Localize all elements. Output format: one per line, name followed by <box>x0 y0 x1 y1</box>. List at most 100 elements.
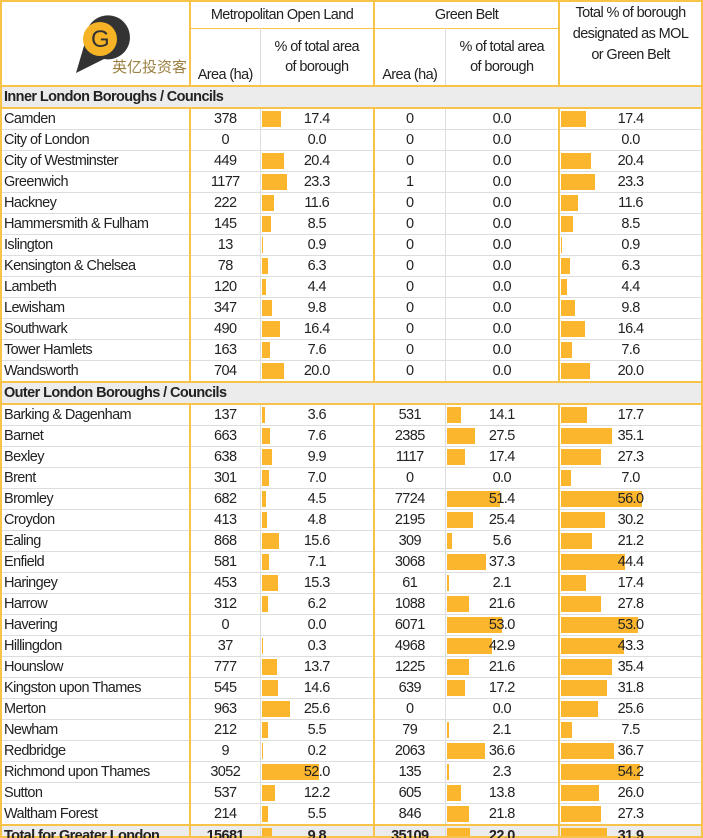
cell-value: 214 <box>214 806 237 822</box>
total-pct: 27.3 <box>558 446 702 468</box>
cell-value: 663 <box>214 428 237 444</box>
cell-value: 1177 <box>210 174 240 190</box>
gb-pct: 0.0 <box>444 107 560 130</box>
cell-value: 25.4 <box>488 512 515 528</box>
cell-value: 13.7 <box>303 659 330 675</box>
cell-value: 43.3 <box>617 638 644 654</box>
borough-name: Barnet <box>1 425 190 447</box>
gb-pct: 17.4 <box>444 446 560 468</box>
mol-pct: 6.2 <box>259 593 375 615</box>
percent-bar <box>446 743 485 759</box>
total-pct: 8.5 <box>558 213 702 235</box>
cell-value: Havering <box>4 617 58 633</box>
percent-bar <box>561 575 587 591</box>
percent-bar <box>446 764 449 780</box>
cell-value: 5.5 <box>307 806 327 822</box>
cell-value: 7.0 <box>307 470 327 486</box>
cell-value: Greenwich <box>4 174 69 190</box>
percent-bar <box>561 659 613 675</box>
gb-pct: 36.6 <box>444 740 560 762</box>
header-total-line: or Green Belt <box>591 47 670 63</box>
gb-area: 0 <box>373 318 446 340</box>
borough-name: Brent <box>1 467 190 489</box>
total-pct: 21.2 <box>558 530 702 552</box>
cell-value: 9.8 <box>307 300 327 316</box>
percent-bar <box>561 512 605 528</box>
cell-value: 0.0 <box>492 470 512 486</box>
total-pct: 31.8 <box>558 677 702 699</box>
cell-value: Total for Greater London <box>4 828 160 838</box>
cell-value: 54.2 <box>617 764 644 780</box>
cell-value: 6.3 <box>307 258 327 274</box>
cell-value: 27.3 <box>617 806 644 822</box>
cell-value: 309 <box>398 533 422 549</box>
total-pct: 7.5 <box>558 719 702 741</box>
gb-pct: 13.8 <box>444 782 560 804</box>
gb-area: 6071 <box>373 614 446 636</box>
mol-area: 638 <box>189 446 260 468</box>
gb-area: 7724 <box>373 488 446 510</box>
percent-bar <box>446 680 465 696</box>
borough-name: Merton <box>1 698 190 720</box>
percent-bar <box>261 554 270 570</box>
cell-value: 52.0 <box>303 764 330 780</box>
gb-pct: 37.3 <box>444 551 560 573</box>
logo-cell: G <box>1 1 190 86</box>
mol-area: 13 <box>189 234 260 256</box>
cell-value: 137 <box>214 407 237 423</box>
table-row: Newham 212 5.5 79 2.1 7.5 <box>1 719 702 741</box>
cell-value: 5.5 <box>307 722 327 738</box>
gb-pct: 0.0 <box>444 129 560 151</box>
mol-area: 453 <box>189 572 260 594</box>
header-total-line: designated as MOL <box>572 26 689 42</box>
percent-bar <box>446 533 453 549</box>
table-row: Redbridge 9 0.2 2063 36.6 36.7 <box>1 740 702 762</box>
percent-bar <box>261 512 267 528</box>
total-pct: 7.6 <box>558 339 702 361</box>
cell-value: 35109 <box>391 828 429 838</box>
cell-value: Enfield <box>4 554 45 570</box>
gb-pct: 2.3 <box>444 761 560 783</box>
mol-pct: 4.5 <box>259 488 375 510</box>
percent-bar <box>446 806 470 822</box>
percent-bar <box>261 279 267 295</box>
cell-value: 7.6 <box>307 428 327 444</box>
borough-name: Kingston upon Thames <box>1 677 190 699</box>
gb-area: 2385 <box>373 425 446 447</box>
borough-name: Enfield <box>1 551 190 573</box>
table-row: Richmond upon Thames 3052 52.0 135 2.3 54.2 <box>1 761 702 783</box>
cell-value: 0.0 <box>492 111 512 127</box>
cell-value: Barnet <box>4 428 44 444</box>
percent-bar <box>561 258 571 274</box>
cell-value: Tower Hamlets <box>4 342 93 358</box>
table-row: Hillingdon 37 0.3 4968 42.9 43.3 <box>1 635 702 657</box>
table-row: City of London 0 0.0 0 0.0 0.0 <box>1 129 702 151</box>
cell-value: Sutton <box>4 785 43 801</box>
gb-pct: 25.4 <box>444 509 560 531</box>
table-row: Greenwich 1177 23.3 1 0.0 23.3 <box>1 171 702 193</box>
cell-value: 0 <box>406 342 414 358</box>
cell-value: 777 <box>214 659 237 675</box>
cell-value: 9.8 <box>621 300 640 316</box>
percent-bar <box>561 321 585 337</box>
percent-bar <box>446 407 462 423</box>
percent-bar <box>561 279 568 295</box>
mol-area: 301 <box>189 467 260 489</box>
mol-pct: 9.8 <box>259 824 375 838</box>
cell-value: 312 <box>214 596 237 612</box>
gb-pct: 17.2 <box>444 677 560 699</box>
cell-value: 4.4 <box>621 279 640 295</box>
mol-area: 963 <box>189 698 260 720</box>
mol-area: 145 <box>189 213 260 235</box>
percent-bar <box>561 722 572 738</box>
cell-value: 1225 <box>394 659 425 675</box>
table-row: Haringey 453 15.3 61 2.1 17.4 <box>1 572 702 594</box>
table-row: Enfield 581 7.1 3068 37.3 44.4 <box>1 551 702 573</box>
gb-pct: 14.1 <box>444 403 560 426</box>
table-row: Sutton 537 12.2 605 13.8 26.0 <box>1 782 702 804</box>
table-row: Kingston upon Thames 545 14.6 639 17.2 31.8 <box>1 677 702 699</box>
cell-value: 0.0 <box>492 216 512 232</box>
percent-bar <box>561 617 638 633</box>
table-row: City of Westminster 449 20.4 0 0.0 20.4 <box>1 150 702 172</box>
percent-bar <box>261 785 275 801</box>
